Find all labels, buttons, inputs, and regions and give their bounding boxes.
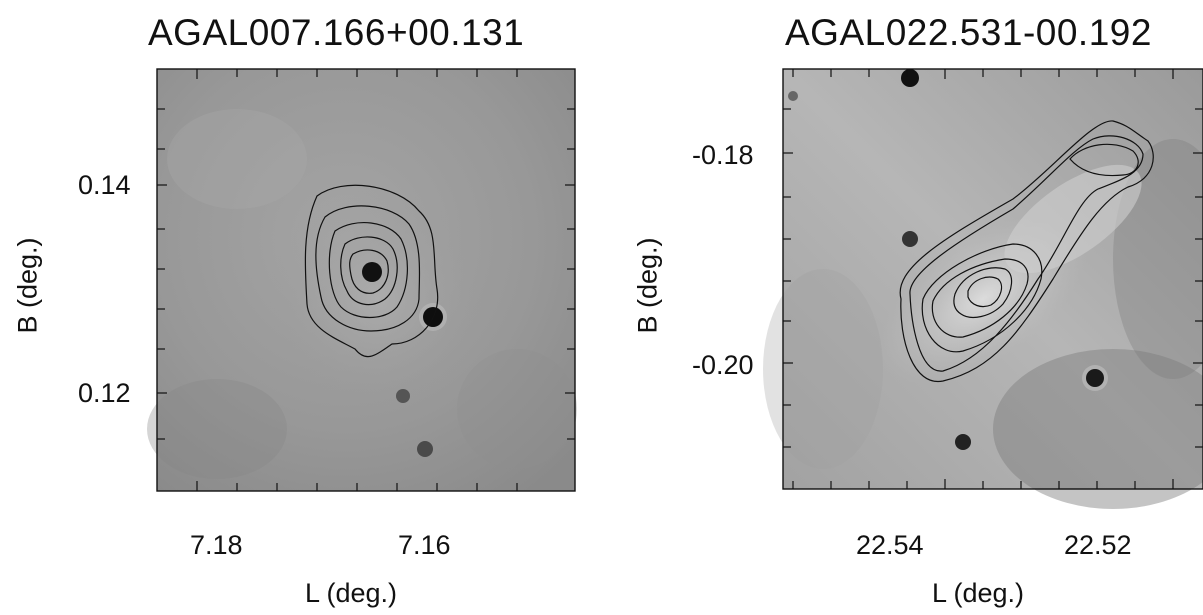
left-y-axis-label: B (deg.) [12, 237, 43, 334]
right-source-south [955, 434, 971, 450]
right-source-northwest [788, 91, 798, 101]
right-panel-title: AGAL022.531-00.192 [785, 12, 1152, 53]
left-plot-frame [156, 68, 576, 492]
left-x-tick-1: 7.16 [398, 530, 451, 560]
right-y-tick-0: -0.18 [692, 140, 754, 170]
right-x-axis-label: L (deg.) [932, 578, 1025, 608]
left-y-tick-0: 0.14 [78, 170, 131, 200]
left-panel: AGAL007.166+00.131 B (deg.) 0.14 0.12 7.… [0, 0, 590, 615]
left-x-tick-0: 7.18 [190, 530, 243, 560]
left-source-south-1 [396, 389, 410, 403]
right-source-north [901, 69, 919, 87]
right-plot [763, 68, 1203, 509]
right-plot-frame [782, 68, 1203, 490]
left-source-south-2 [417, 441, 433, 457]
left-ticks [157, 69, 575, 491]
right-source-southeast [1086, 369, 1104, 387]
left-x-axis-label: L (deg.) [305, 578, 398, 608]
right-contours [899, 120, 1154, 382]
right-ticks [783, 69, 1203, 489]
left-plot [147, 68, 577, 492]
left-contours [304, 184, 439, 358]
right-x-tick-1: 22.52 [1064, 530, 1132, 560]
left-y-tick-1: 0.12 [78, 378, 131, 408]
right-x-tick-0: 22.54 [856, 530, 924, 560]
right-y-tick-1: -0.20 [692, 350, 754, 380]
left-source-central [362, 262, 382, 282]
right-y-axis-label: B (deg.) [632, 237, 663, 334]
left-panel-title: AGAL007.166+00.131 [148, 12, 525, 53]
right-panel: AGAL022.531-00.192 B (deg.) -0.18 -0.20 … [620, 0, 1203, 615]
right-source-west [902, 231, 918, 247]
